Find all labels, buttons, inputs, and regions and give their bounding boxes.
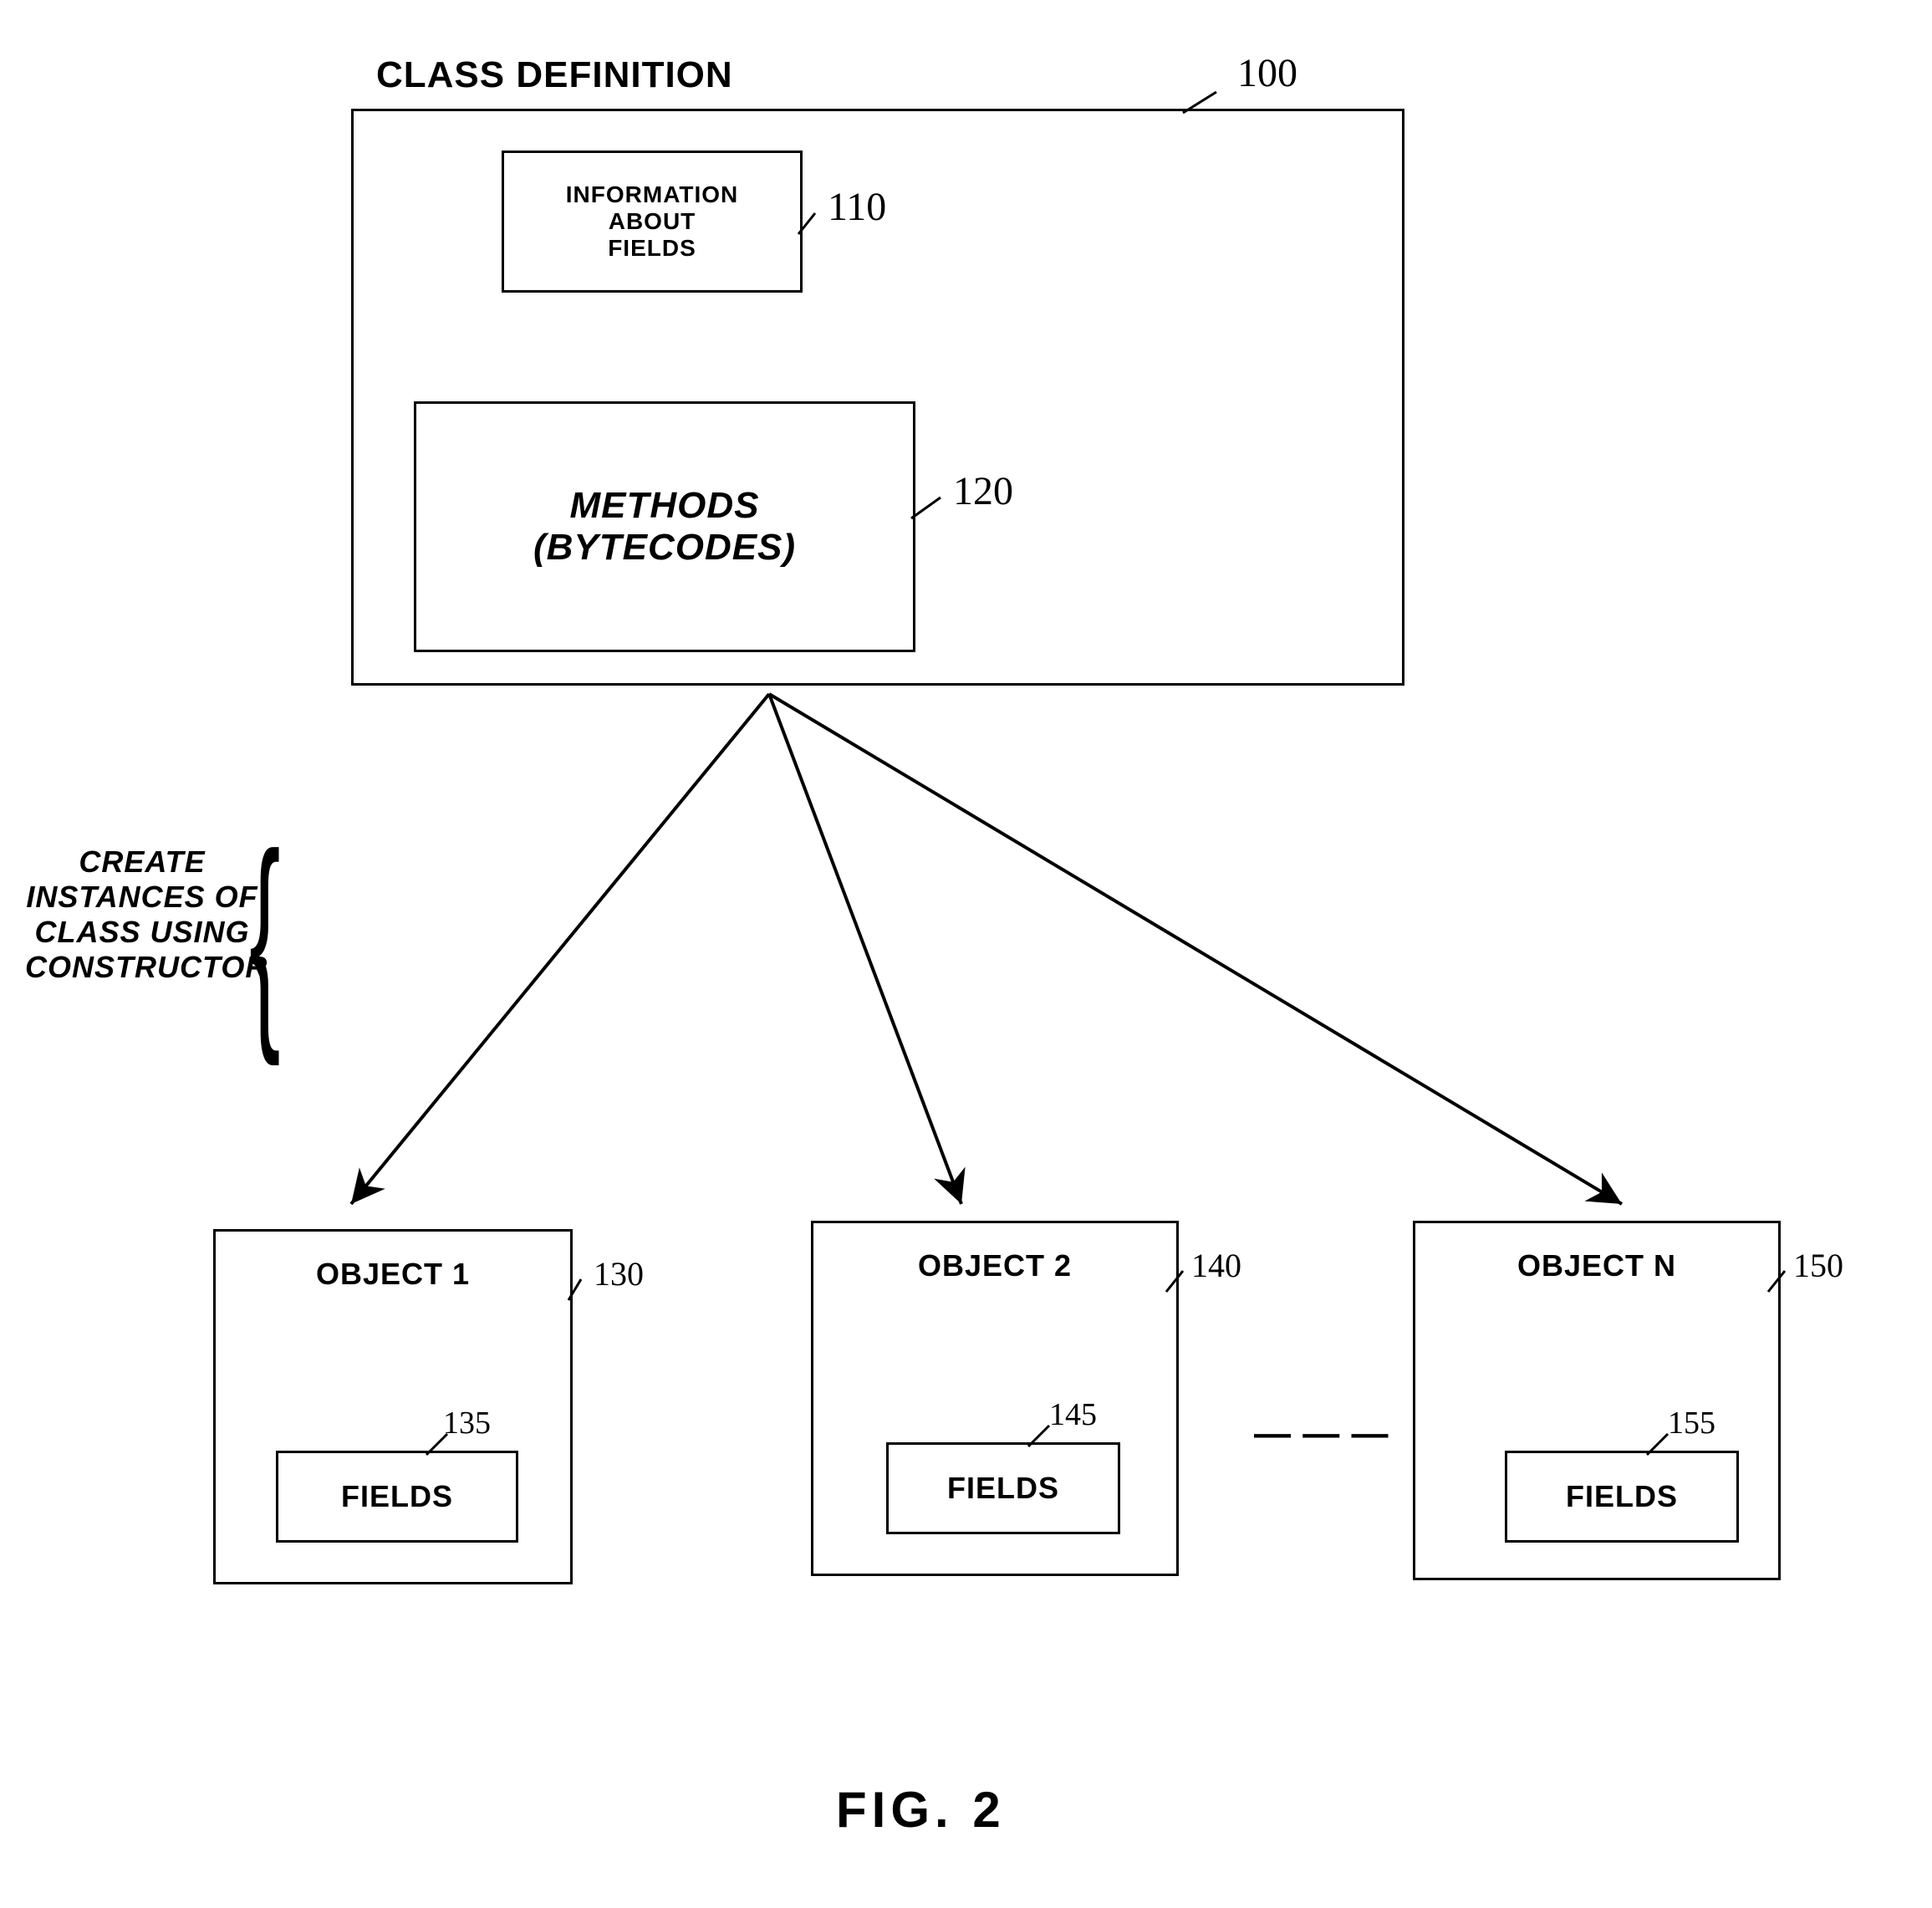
fields-label: FIELDS <box>1507 1453 1736 1540</box>
figure-label: FIG. 2 <box>836 1781 1006 1839</box>
ellipsis: — — — <box>1254 1413 1389 1455</box>
ref-130: 130 <box>594 1254 644 1293</box>
arrow-2 <box>769 694 961 1204</box>
object-label: OBJECT N <box>1517 1248 1676 1283</box>
ref-155: 155 <box>1668 1405 1715 1441</box>
fields-label: FIELDS <box>278 1453 516 1540</box>
methods-box: METHODS (BYTECODES) <box>414 401 915 652</box>
fields-box-2: FIELDS <box>886 1442 1120 1534</box>
object-label: OBJECT 1 <box>316 1257 470 1292</box>
class-definition-title: CLASS DEFINITION <box>376 54 733 96</box>
fields-box-3: FIELDS <box>1505 1451 1739 1543</box>
info-fields-box: INFORMATION ABOUT FIELDS <box>502 150 803 293</box>
info-fields-label: INFORMATION ABOUT FIELDS <box>504 153 800 290</box>
ref-135: 135 <box>443 1405 491 1441</box>
diagram-root: CLASS DEFINITION 100 INFORMATION ABOUT F… <box>0 0 1932 1908</box>
ref-140: 140 <box>1191 1246 1241 1285</box>
ref-145: 145 <box>1049 1396 1097 1433</box>
methods-label: METHODS (BYTECODES) <box>416 404 913 650</box>
fields-label: FIELDS <box>889 1445 1118 1532</box>
arrow-3 <box>769 694 1622 1204</box>
arrow-1 <box>351 694 769 1204</box>
ref-100: 100 <box>1237 50 1297 96</box>
ref-150: 150 <box>1793 1246 1843 1285</box>
fields-box-1: FIELDS <box>276 1451 518 1543</box>
object-label: OBJECT 2 <box>918 1248 1072 1283</box>
ref-110: 110 <box>828 184 886 230</box>
ref-120: 120 <box>953 468 1013 514</box>
side-annotation: CREATE INSTANCES OF CLASS USING CONSTRUC… <box>25 844 259 985</box>
